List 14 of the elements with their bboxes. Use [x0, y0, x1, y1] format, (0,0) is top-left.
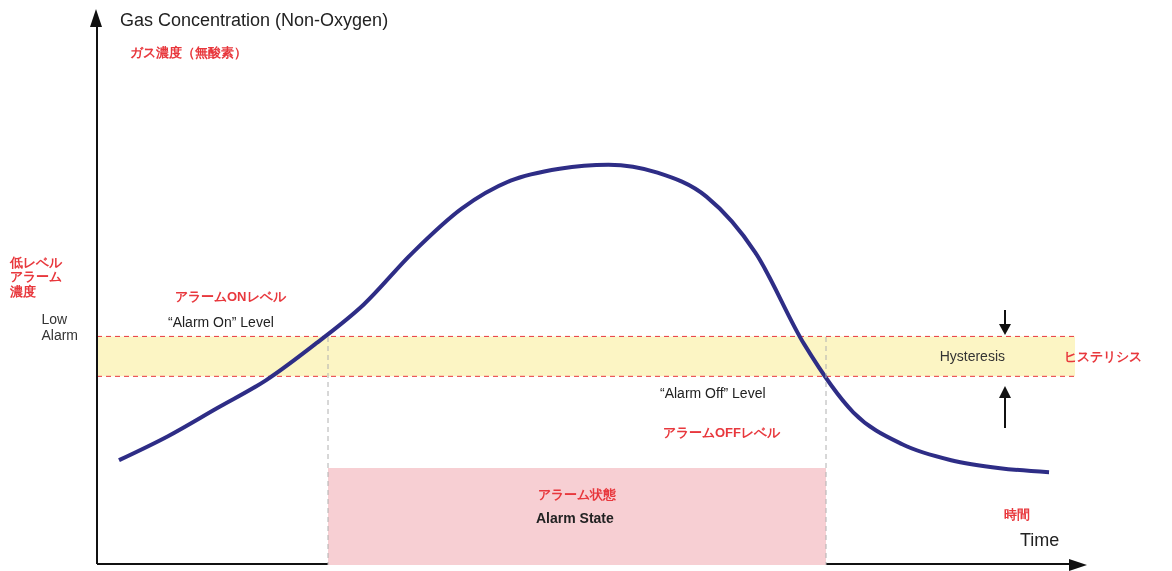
- text: 低レベルアラーム濃度: [10, 255, 63, 299]
- annotation: “Alarm On” Level: [168, 314, 274, 331]
- annotation: アラームOFFレベル: [663, 425, 780, 441]
- chart-title: Gas Concentration (Non-Oxygen): [120, 10, 389, 31]
- annotation: アラーム状態: [538, 487, 616, 503]
- x-axis-title: Time: [1020, 530, 1060, 551]
- annotation: ヒステリシス: [1064, 349, 1142, 365]
- annotation: Alarm State: [536, 510, 614, 527]
- text: ガス濃度（無酸素）: [130, 45, 247, 61]
- band-label: Hysteresis: [939, 348, 1005, 365]
- ref-line-label: Low Alarm: [41, 311, 78, 343]
- annotation: アラームONレベル: [175, 289, 286, 305]
- annotation: “Alarm Off” Level: [660, 385, 766, 402]
- annotation: 時間: [1004, 507, 1030, 523]
